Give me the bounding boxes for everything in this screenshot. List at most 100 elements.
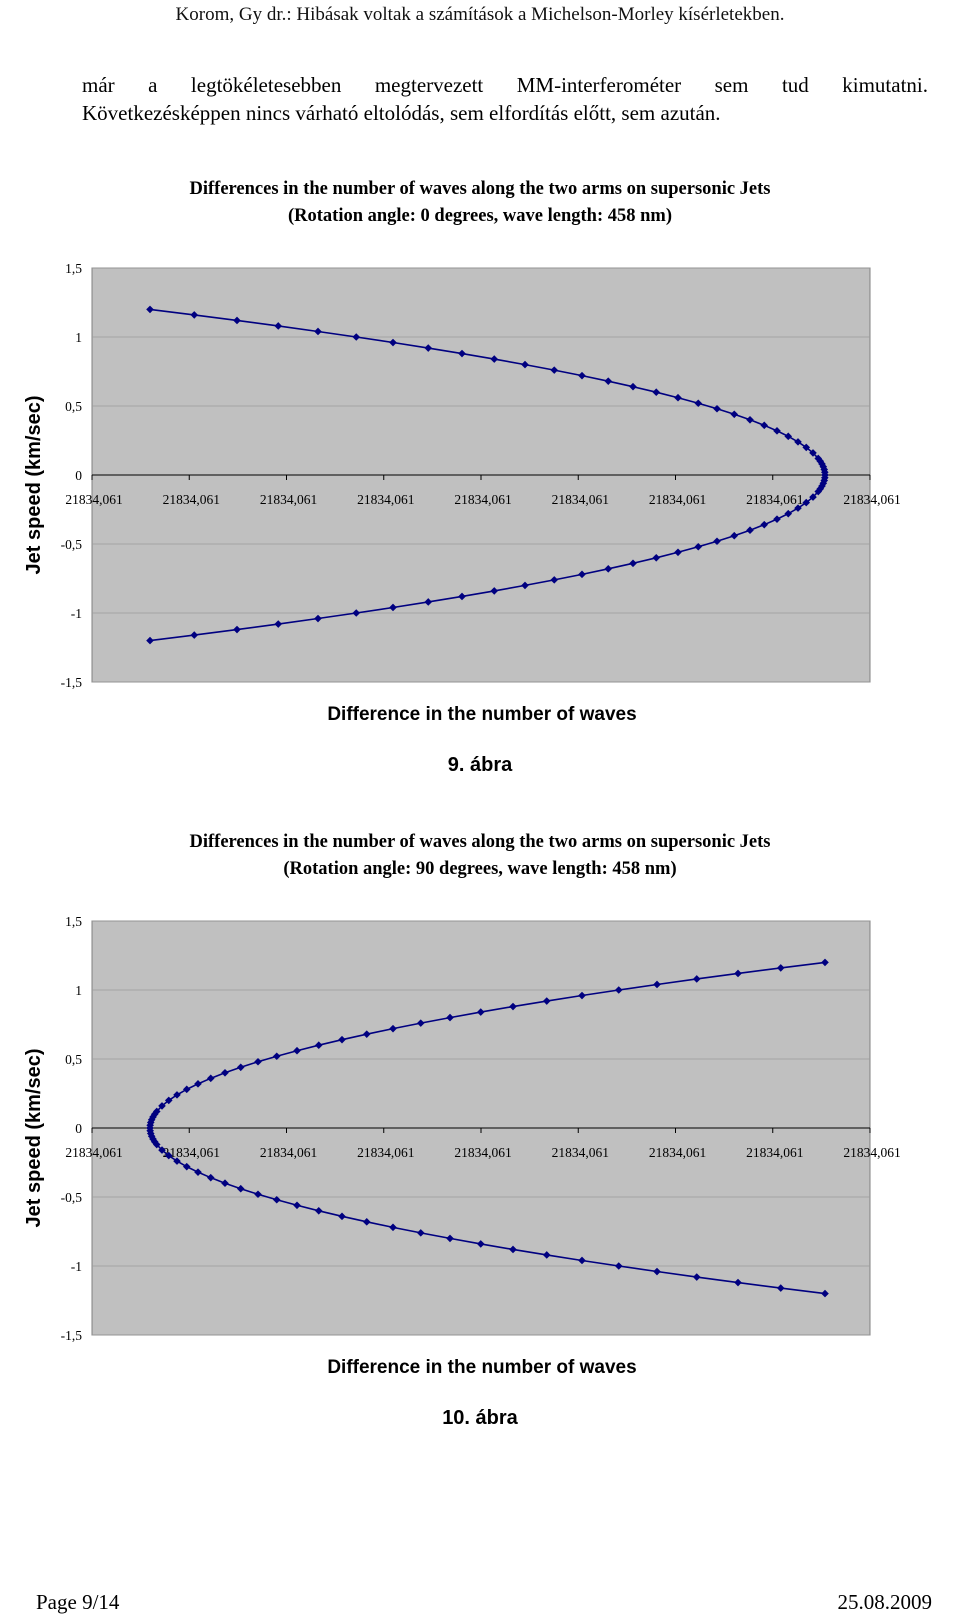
data-point (818, 460, 826, 468)
x-tick-label: 21834,061 (163, 1145, 220, 1160)
data-point (182, 1162, 191, 1171)
data-point (158, 1146, 166, 1154)
data-point (182, 1085, 191, 1094)
y-tick-label: -0,5 (61, 537, 83, 552)
data-point (254, 1057, 262, 1066)
x-tick-label: 21834,061 (65, 492, 122, 507)
data-point (338, 1035, 346, 1044)
data-point (272, 1052, 281, 1061)
data-point (730, 410, 739, 419)
chart-2-x-axis-title: Difference in the number of waves (327, 1357, 637, 1378)
data-point (794, 504, 802, 512)
data-point (221, 1069, 229, 1077)
chart-2-title-line-2: (Rotation angle: 90 degrees, wave length… (283, 859, 677, 879)
data-point (734, 1278, 742, 1287)
data-point (816, 457, 825, 465)
data-point (416, 1229, 425, 1237)
chart-1: 1,5 1 0,5 0 -0,5 -1 -1,5 21834,061 21834,061 2183… (23, 261, 901, 690)
x-tick-label: 21834,061 (552, 1145, 609, 1160)
data-point (362, 1030, 371, 1038)
data-point (236, 1184, 245, 1193)
data-point (674, 393, 682, 402)
data-point (652, 388, 661, 396)
data-point (314, 1041, 323, 1049)
y-tick-label: -0,5 (61, 1190, 83, 1205)
data-point (338, 1212, 346, 1221)
data-point (221, 1179, 229, 1187)
data-point (776, 964, 785, 972)
data-point (194, 1168, 202, 1176)
data-point (352, 333, 361, 341)
data-point (776, 1284, 785, 1292)
data-point (458, 592, 466, 601)
data-point (760, 421, 769, 430)
x-tick-label: 21834,061 (357, 492, 414, 507)
data-point (734, 969, 742, 978)
y-tick-label: 1,5 (65, 261, 82, 276)
x-tick-label: 21834,061 (357, 1145, 414, 1160)
y-tick-label: -1 (71, 1259, 82, 1274)
data-point (509, 1002, 517, 1011)
x-tick-label: 21834,061 (746, 492, 803, 507)
y-tick-label: -1,5 (61, 675, 83, 690)
data-point (272, 1195, 281, 1204)
data-point (146, 305, 154, 314)
data-point (542, 1251, 551, 1259)
data-point (821, 958, 829, 967)
y-tick-label: 0,5 (65, 399, 82, 414)
data-point (550, 576, 559, 584)
data-point (236, 1063, 245, 1072)
data-point (389, 603, 397, 612)
data-point (314, 1207, 323, 1215)
data-point (604, 565, 613, 573)
data-point (773, 427, 781, 435)
x-tick-label: 21834,061 (649, 1145, 706, 1160)
data-point (194, 1080, 202, 1088)
y-tick-label: -1,5 (61, 1328, 83, 1343)
chart-1-title-line-1: Differences in the number of waves along… (189, 179, 771, 199)
chart-1-x-axis-title: Difference in the number of waves (327, 704, 637, 725)
data-point (713, 537, 721, 546)
data-point (152, 1140, 161, 1149)
data-point (713, 404, 721, 413)
data-point (730, 531, 739, 540)
chart-2: 1,5 1 0,5 0 -0,5 -1 -1,5 21834,061 21834,061 2183… (23, 914, 901, 1343)
data-point (821, 1289, 829, 1298)
figure-9-caption: 9. ábra (447, 754, 513, 776)
data-point (416, 1019, 425, 1027)
data-point (818, 482, 826, 490)
data-point (521, 360, 529, 369)
data-point (254, 1190, 262, 1199)
data-point (784, 432, 793, 441)
data-point (446, 1234, 454, 1243)
page-number: Page 9/14 (36, 1590, 120, 1614)
x-tick-label: 21834,061 (649, 492, 706, 507)
data-point (149, 1113, 157, 1121)
data-point (814, 454, 823, 463)
data-point (814, 487, 823, 496)
paragraph-line-1: már a legtökéletesebben megtervezett MM-… (82, 73, 928, 97)
x-tick-label: 21834,061 (163, 492, 220, 507)
y-tick-label: -1 (71, 606, 82, 621)
page-date: 25.08.2009 (837, 1590, 933, 1614)
data-point (809, 449, 817, 457)
y-tick-label: 1 (75, 983, 82, 998)
chart-2-title-line-1: Differences in the number of waves along… (189, 832, 771, 852)
data-point (521, 581, 529, 590)
data-point (773, 515, 781, 523)
data-point (389, 1223, 397, 1232)
y-tick-label: 1 (75, 330, 82, 345)
chart-2-title: Differences in the number of waves along… (100, 829, 860, 883)
data-point (629, 382, 637, 391)
data-point (578, 371, 586, 380)
data-point (476, 1008, 485, 1016)
x-tick-label: 21834,061 (746, 1145, 803, 1160)
data-point (629, 559, 637, 568)
data-point (293, 1201, 301, 1210)
data-point (760, 520, 769, 529)
y-axis-title: Jet speed (km/sec) (23, 396, 45, 575)
y-tick-label: 1,5 (65, 914, 82, 929)
data-point (794, 438, 802, 446)
data-point (314, 614, 322, 623)
data-point (653, 1267, 661, 1276)
